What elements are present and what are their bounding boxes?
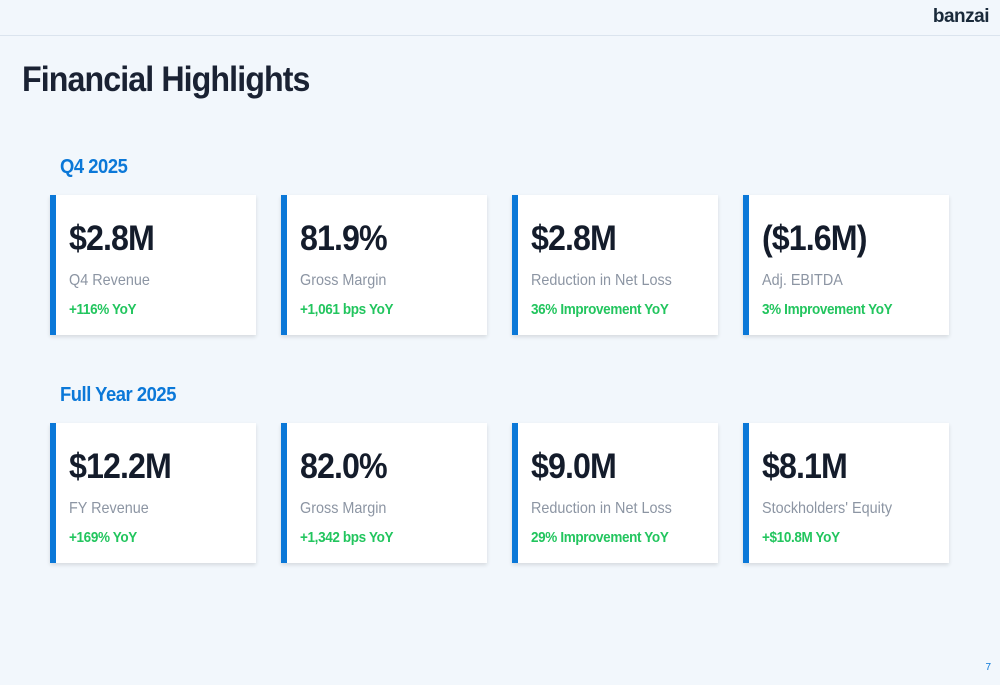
section-title-fy: Full Year 2025 bbox=[60, 384, 176, 406]
metric-card: 82.0% Gross Margin +1,342 bps YoY bbox=[281, 423, 487, 563]
metric-card: $12.2M FY Revenue +169% YoY bbox=[50, 423, 256, 563]
accent-bar bbox=[743, 423, 749, 563]
accent-bar bbox=[50, 423, 56, 563]
metric-change: +116% YoY bbox=[69, 301, 137, 318]
metric-value: 82.0% bbox=[300, 447, 388, 486]
metric-label: Adj. EBITDA bbox=[762, 272, 843, 289]
metric-label: Stockholders' Equity bbox=[762, 500, 893, 517]
metric-change: 3% Improvement YoY bbox=[762, 301, 893, 318]
accent-bar bbox=[743, 195, 749, 335]
page-title: Financial Highlights bbox=[22, 60, 310, 99]
banzai-logo: banzai bbox=[932, 6, 990, 27]
metric-change: +$10.8M YoY bbox=[762, 529, 840, 546]
metric-change: 29% Improvement YoY bbox=[531, 529, 669, 546]
metric-card: 81.9% Gross Margin +1,061 bps YoY bbox=[281, 195, 487, 335]
metric-value: $8.1M bbox=[762, 447, 848, 486]
header-divider bbox=[0, 35, 1000, 36]
metric-change: +1,342 bps YoY bbox=[300, 529, 394, 546]
metric-card: $2.8M Reduction in Net Loss 36% Improvem… bbox=[512, 195, 718, 335]
metric-card: ($1.6M) Adj. EBITDA 3% Improvement YoY bbox=[743, 195, 949, 335]
accent-bar bbox=[512, 195, 518, 335]
metric-label: Gross Margin bbox=[300, 500, 387, 517]
metric-value: 81.9% bbox=[300, 219, 388, 258]
metric-change: 36% Improvement YoY bbox=[531, 301, 669, 318]
metric-label: Gross Margin bbox=[300, 272, 387, 289]
metric-label: FY Revenue bbox=[69, 500, 149, 517]
metric-label: Reduction in Net Loss bbox=[531, 272, 672, 289]
accent-bar bbox=[281, 423, 287, 563]
accent-bar bbox=[50, 195, 56, 335]
metric-value: $12.2M bbox=[69, 447, 172, 486]
metric-change: +169% YoY bbox=[69, 529, 137, 546]
metric-card: $8.1M Stockholders' Equity +$10.8M YoY bbox=[743, 423, 949, 563]
metric-value: ($1.6M) bbox=[762, 219, 867, 258]
metric-change: +1,061 bps YoY bbox=[300, 301, 394, 318]
metric-label: Q4 Revenue bbox=[69, 272, 150, 289]
accent-bar bbox=[281, 195, 287, 335]
metric-value: $9.0M bbox=[531, 447, 617, 486]
metric-label: Reduction in Net Loss bbox=[531, 500, 672, 517]
section-title-q4: Q4 2025 bbox=[60, 156, 128, 178]
metric-card: $9.0M Reduction in Net Loss 29% Improvem… bbox=[512, 423, 718, 563]
page-number: 7 bbox=[985, 662, 991, 673]
metric-card: $2.8M Q4 Revenue +116% YoY bbox=[50, 195, 256, 335]
accent-bar bbox=[512, 423, 518, 563]
metric-value: $2.8M bbox=[69, 219, 155, 258]
metric-value: $2.8M bbox=[531, 219, 617, 258]
